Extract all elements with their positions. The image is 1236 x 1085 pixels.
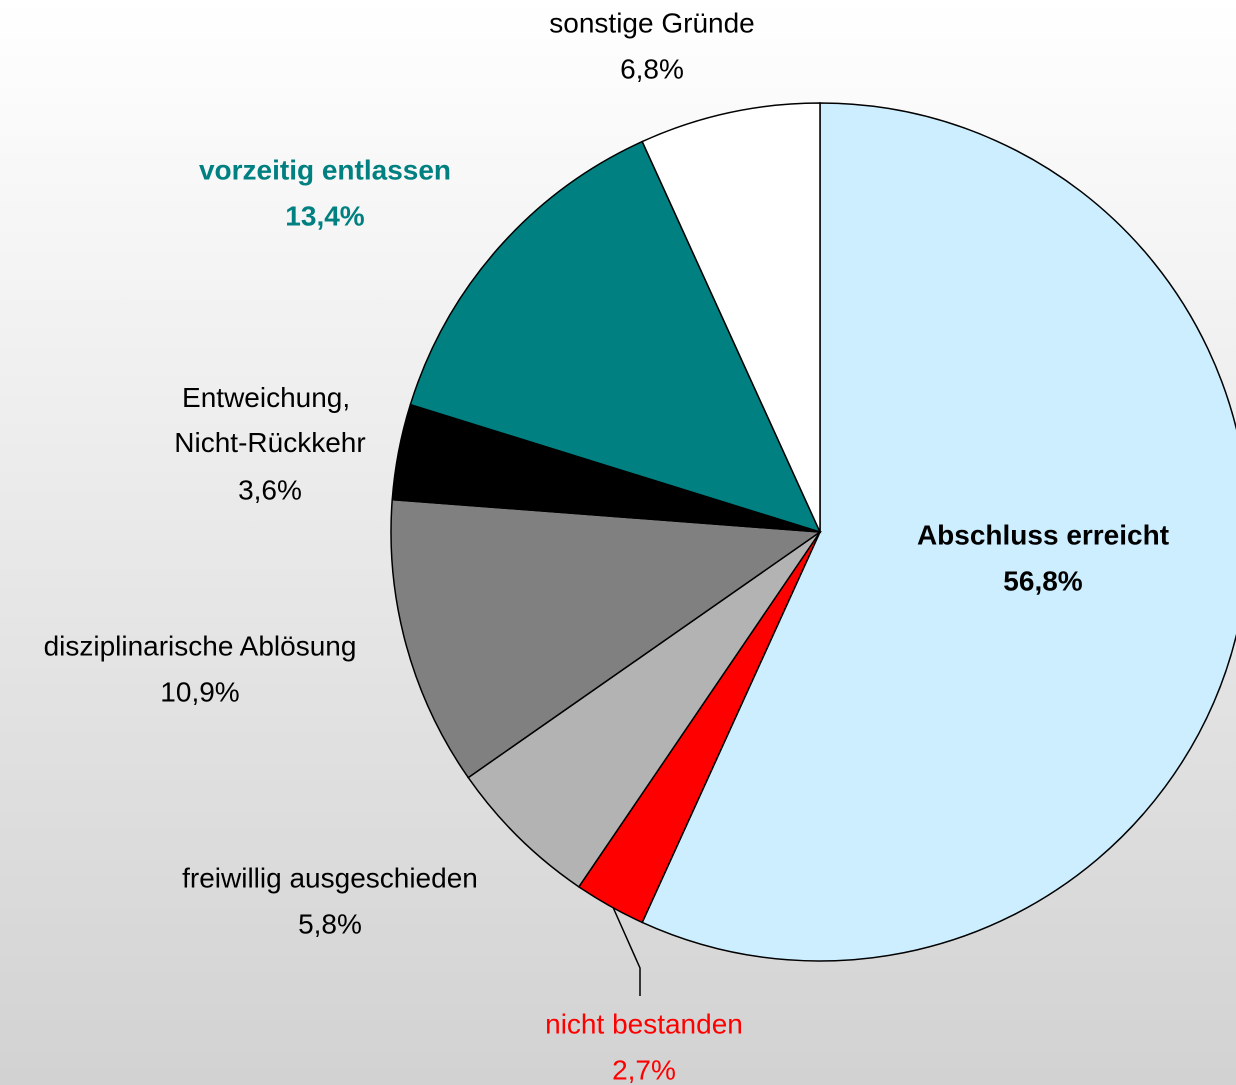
value-label: 13,4% bbox=[285, 200, 364, 231]
value-label: 56,8% bbox=[1003, 565, 1082, 596]
pie-slice bbox=[390, 498, 823, 779]
slice-label: vorzeitig entlassen bbox=[199, 154, 451, 185]
pie-slice bbox=[641, 102, 821, 533]
value-label: 2,7% bbox=[612, 1054, 676, 1085]
slice-label: Entweichung, Nicht-Rückkehr bbox=[174, 382, 365, 458]
pie-slice bbox=[409, 140, 822, 534]
label-line: Nicht-Rückkehr bbox=[174, 427, 365, 458]
slice-label: freiwillig ausgeschieden bbox=[182, 862, 478, 893]
value-label: 3,6% bbox=[238, 474, 302, 505]
pie-slice bbox=[467, 531, 821, 888]
pie-slice bbox=[641, 102, 1236, 962]
value-label: 5,8% bbox=[298, 908, 362, 939]
slice-label: Abschluss erreicht bbox=[917, 519, 1169, 550]
label-line: Entweichung, bbox=[182, 382, 358, 413]
value-label: 6,8% bbox=[620, 53, 684, 84]
value-label: 10,9% bbox=[160, 676, 239, 707]
slice-label: nicht bestanden bbox=[545, 1008, 743, 1039]
leader-line bbox=[611, 904, 641, 996]
slice-label: sonstige Gründe bbox=[549, 7, 754, 38]
slice-label: disziplinarische Ablösung bbox=[44, 630, 357, 661]
